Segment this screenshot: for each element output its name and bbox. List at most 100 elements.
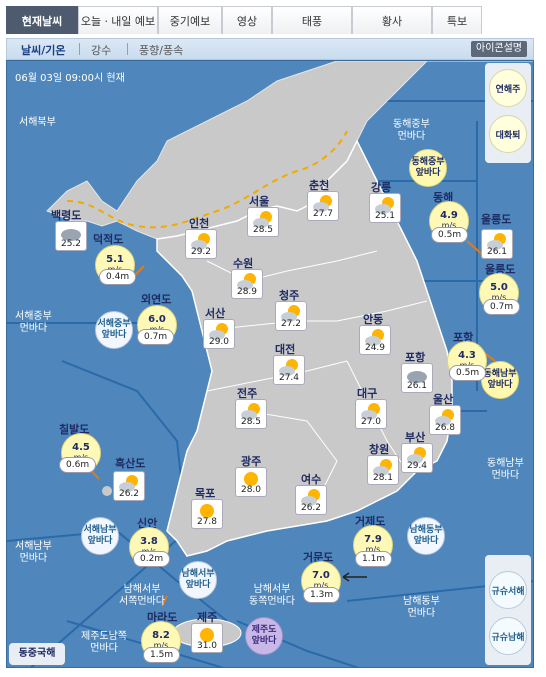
partly-cloudy-icon [361,403,380,420]
cloudy-icon [61,229,81,241]
kyushu-west-button[interactable]: 규슈서해 [489,571,527,609]
tab-today-tomorrow[interactable]: 오늘ㆍ내일 예보 [78,6,158,34]
wind-speed: 7.0 [312,570,330,581]
station-label: 울릉도 [485,263,516,276]
partly-cloudy-icon [435,409,454,426]
station-label: 포항 [453,331,474,344]
city-weather-box[interactable]: 29.2 [185,229,217,259]
temp-value: 25.2 [60,239,82,249]
station-label: 거문도 [303,551,334,564]
city-weather-box[interactable]: 28.1 [367,455,399,485]
city-label: 흑산도 [115,457,146,470]
city-weather-box[interactable]: 24.9 [359,325,391,355]
namhae-west-front-bubble[interactable]: 남해서부 앞바다 [179,561,217,599]
station-label: 신안 [137,517,158,530]
wave-height: 0.4m [99,269,137,285]
wave-height: 0.7m [137,329,175,345]
city-weather-box[interactable]: 29.0 [203,319,235,349]
subtab-wind[interactable]: 풍향/풍속 [139,44,184,57]
partly-cloudy-icon [237,273,256,290]
city-weather-box[interactable]: 25.2 [55,221,87,251]
daehwatoe-button[interactable]: 대화퇴 [489,115,527,153]
city-weather-box[interactable]: 26.2 [295,485,327,515]
wind-speed: 6.0 [148,314,166,325]
wind-speed: 4.9 [440,210,458,221]
tab-current-weather[interactable]: 현재날씨 [6,6,78,34]
wind-speed: 5.0 [490,282,508,293]
city-weather-box[interactable]: 27.0 [355,399,387,429]
partly-cloudy-icon [281,305,300,322]
east-china-sea-button[interactable]: 동중국해 [9,643,65,665]
city-weather-box[interactable]: 25.1 [369,193,401,223]
temp-value: 28.0 [240,485,262,495]
wave-height: 0.2m [133,551,171,567]
city-label: 인천 [189,217,210,230]
region-donghae-south: 동해남부 먼바다 [487,458,524,481]
namhae-east-front-bubble[interactable]: 남해동부 앞바다 [407,517,445,555]
region-namhae-east: 남해동부 먼바다 [403,596,440,619]
jeju-front-bubble[interactable]: 제주도 앞바다 [245,617,283,655]
city-weather-box[interactable]: 28.9 [231,269,263,299]
city-label: 목포 [195,487,216,500]
station-label: 마라도 [147,611,178,624]
city-label: 서산 [205,307,226,320]
wave-height: 0.5m [431,227,469,243]
city-weather-box[interactable]: 31.0 [191,623,223,653]
city-weather-box[interactable]: 26.2 [113,471,145,501]
city-label: 창원 [369,443,390,456]
city-label: 부산 [405,431,426,444]
temp-value: 26.2 [300,503,322,513]
donghae-south-front-bubble[interactable]: 동해남부 앞바다 [481,361,519,399]
city-label: 청주 [279,289,300,302]
city-weather-box[interactable]: 28.5 [247,207,279,237]
city-weather-box[interactable]: 29.4 [401,443,433,473]
city-weather-box[interactable]: 27.8 [191,499,223,529]
partly-cloudy-icon [191,233,210,250]
city-weather-box[interactable]: 26.1 [481,229,513,259]
tab-mid-term[interactable]: 중기예보 [158,6,222,34]
yeonhaeju-button[interactable]: 연해주 [489,69,527,107]
city-weather-box[interactable]: 27.4 [273,355,305,385]
wind-unit: m/s [313,581,329,590]
city-weather-box[interactable]: 28.0 [235,467,267,497]
temp-value: 29.0 [208,337,230,347]
subtab-weather-temp[interactable]: 날씨/기온 [21,44,66,57]
wind-speed: 3.8 [140,536,158,547]
tab-images[interactable]: 영상 [222,6,272,34]
partly-cloudy-icon [119,475,138,492]
partly-cloudy-icon [365,329,384,346]
city-weather-box[interactable]: 26.1 [401,363,433,393]
city-weather-box[interactable]: 27.2 [275,301,307,331]
city-label: 제주 [197,611,218,624]
partly-cloudy-icon [241,403,260,420]
seohae-mid-front-bubble[interactable]: 서해중부 앞바다 [95,311,133,349]
wave-height: 0.7m [483,299,521,315]
city-label: 서울 [249,195,270,208]
sunny-icon [200,504,214,518]
city-weather-box[interactable]: 28.5 [235,399,267,429]
wind-speed: 5.1 [106,254,124,265]
partly-cloudy-icon [209,323,228,340]
temp-value: 27.7 [312,209,334,219]
partly-cloudy-icon [487,233,506,250]
city-label: 대전 [275,343,296,356]
partly-cloudy-icon [375,197,394,214]
station-label: 덕적도 [93,233,124,246]
city-label: 전주 [237,387,258,400]
city-weather-box[interactable]: 27.7 [307,191,339,221]
kyushu-south-button[interactable]: 규슈남해 [489,617,527,655]
station-label: 칠발도 [59,423,90,436]
donghae-mid-front-bubble[interactable]: 동해중부 앞바다 [409,149,447,187]
icon-legend-button[interactable]: 아이콘설명 [471,41,527,57]
sunny-icon [244,472,258,486]
tab-yellow-dust[interactable]: 황사 [352,6,432,34]
tab-warnings[interactable]: 특보 [432,6,482,34]
seohae-south-front-bubble[interactable]: 서해남부 앞바다 [81,517,119,555]
tab-typhoon[interactable]: 태풍 [272,6,352,34]
partly-cloudy-icon [301,489,320,506]
city-label: 백령도 [51,209,82,222]
wind-unit: m/s [491,293,507,302]
station-label: 동해 [433,191,454,204]
subtab-precip[interactable]: 강수 [91,44,112,57]
city-weather-box[interactable]: 26.8 [429,405,461,435]
